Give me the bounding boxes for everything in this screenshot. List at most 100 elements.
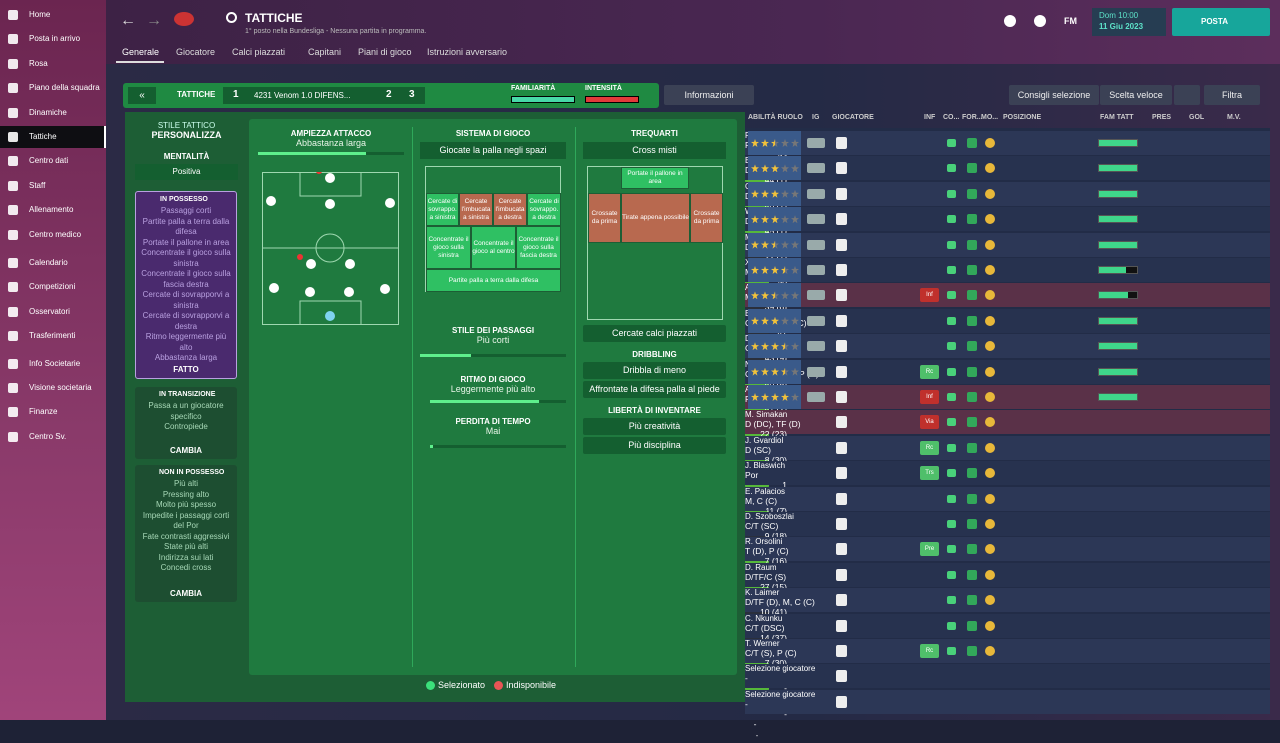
player-row[interactable]: B. HenrichsD (DS)44 (1)27.04: [745, 156, 1270, 210]
creative-option[interactable]: Più creatività: [583, 418, 726, 435]
back-button[interactable]: ←: [120, 12, 136, 29]
dribbling-option[interactable]: Affrontate la difesa palla al piede: [583, 381, 726, 398]
player-row[interactable]: Selezione giocatore----: [745, 689, 1270, 740]
player-row[interactable]: A. SilvaInfP (C)47 (2)467.33: [745, 385, 1270, 438]
system-zone[interactable]: Concentrate il gioco al centro: [471, 226, 516, 269]
time-wasting-slider[interactable]: [430, 444, 566, 448]
toolbar-button[interactable]: Scelta veloce: [1100, 85, 1172, 105]
system-zone[interactable]: Cercate di sovrappo. a sinistra: [426, 193, 459, 226]
system-zone[interactable]: Concentrate il gioco sulla sinistra: [426, 226, 471, 269]
column-header[interactable]: CO...: [943, 114, 960, 121]
system-zone[interactable]: Cercate l'imbucata a sinistra: [459, 193, 493, 226]
player-row[interactable]: W. OrbánD (C)45 (1)16.84: [745, 207, 1270, 261]
dropdown-button[interactable]: [1174, 85, 1200, 105]
nav-item[interactable]: Centro dati: [0, 150, 106, 172]
nav-item[interactable]: Osservatori: [0, 301, 106, 323]
toolbar-button[interactable]: Filtra: [1204, 85, 1260, 105]
player-row[interactable]: P. GulácsiPor5307.17: [745, 131, 1270, 184]
column-header[interactable]: M.V.: [1227, 114, 1241, 121]
tab[interactable]: Calci piazzati: [232, 47, 286, 57]
box-button[interactable]: FATTO: [173, 365, 199, 374]
tab[interactable]: Giocatore: [176, 47, 216, 57]
nav-item[interactable]: Piano della squadra: [0, 77, 106, 99]
award-icon[interactable]: [1004, 15, 1016, 27]
player-row[interactable]: J. BlaswichTrsPor107.00: [745, 461, 1270, 515]
box-button[interactable]: CAMBIA: [170, 446, 202, 455]
player-row[interactable]: G. ManciniD (C)40 (1)47.03: [745, 181, 1270, 235]
system-value[interactable]: Giocate la palla negli spazi: [420, 142, 566, 159]
nav-item[interactable]: Competizioni: [0, 276, 106, 298]
nav-item[interactable]: Calendario: [0, 252, 106, 274]
nav-item[interactable]: Allenamento: [0, 199, 106, 221]
player-row[interactable]: M. OliveraD/TF/C (S)22 (1)07.09: [745, 232, 1270, 286]
column-header[interactable]: ABILITÀ RUOLO: [748, 114, 803, 121]
column-header[interactable]: INF: [924, 114, 936, 121]
column-header[interactable]: FAM TATT: [1100, 114, 1134, 121]
nav-item[interactable]: Visione societaria: [0, 377, 106, 399]
toolbar-button[interactable]: Consigli selezione: [1009, 85, 1099, 105]
nav-item[interactable]: Info Societarie: [0, 353, 106, 375]
nav-item[interactable]: Tattiche: [0, 126, 106, 148]
final-third-zone[interactable]: Portate il pallone in area: [621, 167, 689, 189]
nav-item[interactable]: Centro medico: [0, 224, 106, 246]
column-header[interactable]: IG: [812, 114, 820, 121]
final-third-zone[interactable]: Crossate da prima: [690, 193, 723, 243]
tactic-slot-1[interactable]: 1 4231 Venom 1.0 DIFENS...: [223, 87, 425, 104]
mentality-value[interactable]: Positiva: [135, 164, 238, 180]
column-header[interactable]: FOR...: [962, 114, 983, 121]
forward-button[interactable]: →: [146, 12, 162, 29]
column-header[interactable]: GOL: [1189, 114, 1205, 121]
system-zone[interactable]: Concentrate il gioco sulla fascia destra: [516, 226, 561, 269]
tempo-slider[interactable]: [430, 400, 566, 403]
passing-slider[interactable]: [420, 353, 566, 357]
final-third-zone[interactable]: Crossate da prima: [588, 193, 621, 243]
slot-number[interactable]: 3: [409, 89, 415, 100]
slot-number[interactable]: 2: [386, 89, 392, 100]
final-third-value[interactable]: Cross misti: [583, 142, 726, 159]
player-row[interactable]: Selezione giocatore----: [745, 664, 1270, 714]
nav-item[interactable]: Rosa: [0, 53, 106, 75]
tab[interactable]: Capitani: [308, 47, 342, 57]
column-header[interactable]: MO...: [981, 114, 999, 121]
nav-item[interactable]: Dinamiche: [0, 102, 106, 124]
nav-item[interactable]: Finanze: [0, 401, 106, 423]
nav-item[interactable]: Centro Sv.: [0, 426, 106, 448]
system-zone[interactable]: Cercate di sovrappo. a destra: [527, 193, 561, 226]
box-button[interactable]: CAMBIA: [170, 589, 202, 598]
creative-option[interactable]: Più disciplina: [583, 437, 726, 454]
system-zone[interactable]: Cercate l'imbucata a destra: [493, 193, 527, 226]
help-icon[interactable]: [1034, 15, 1046, 27]
dribbling-option[interactable]: Dribbla di meno: [583, 362, 726, 379]
final-third-zone[interactable]: Tirate appena possibile: [621, 193, 690, 243]
column-header[interactable]: GIOCATORE: [832, 114, 874, 121]
column-header[interactable]: PRES: [1152, 114, 1172, 121]
nav-item[interactable]: Staff: [0, 175, 106, 197]
date-box[interactable]: Dom 10:00 11 Giu 2023: [1092, 8, 1166, 36]
player-row[interactable]: D. OlmoC (C), T (DSC)43 (9)167.20: [745, 334, 1270, 388]
club-badge[interactable]: [174, 12, 194, 26]
mail-button[interactable]: POSTA: [1172, 8, 1270, 36]
search-icon[interactable]: [226, 12, 237, 23]
nav-item[interactable]: Posta in arrivo: [0, 28, 106, 50]
player-row[interactable]: E. ForsbergC (DS), T (DSC)4796.94: [745, 308, 1270, 362]
nav-item[interactable]: Home: [0, 4, 106, 26]
width-slider[interactable]: [258, 151, 404, 155]
style-value[interactable]: PERSONALIZZA: [151, 130, 222, 140]
fm-logo[interactable]: FM: [1064, 16, 1077, 26]
set-pieces-option[interactable]: Cercate calci piazzati: [583, 325, 726, 342]
collapse-button[interactable]: «: [128, 87, 156, 104]
system-zone[interactable]: Partite palla a terra dalla difesa: [426, 269, 561, 292]
tab[interactable]: Generale: [122, 47, 160, 57]
info-button[interactable]: Informazioni: [664, 85, 754, 105]
column-header[interactable]: POSIZIONE: [1003, 114, 1042, 121]
player-row[interactable]: N. GonzálezRcC (S), T (DS), P (C)40 (8)1…: [745, 359, 1270, 413]
nav-item[interactable]: Trasferimenti: [0, 325, 106, 347]
